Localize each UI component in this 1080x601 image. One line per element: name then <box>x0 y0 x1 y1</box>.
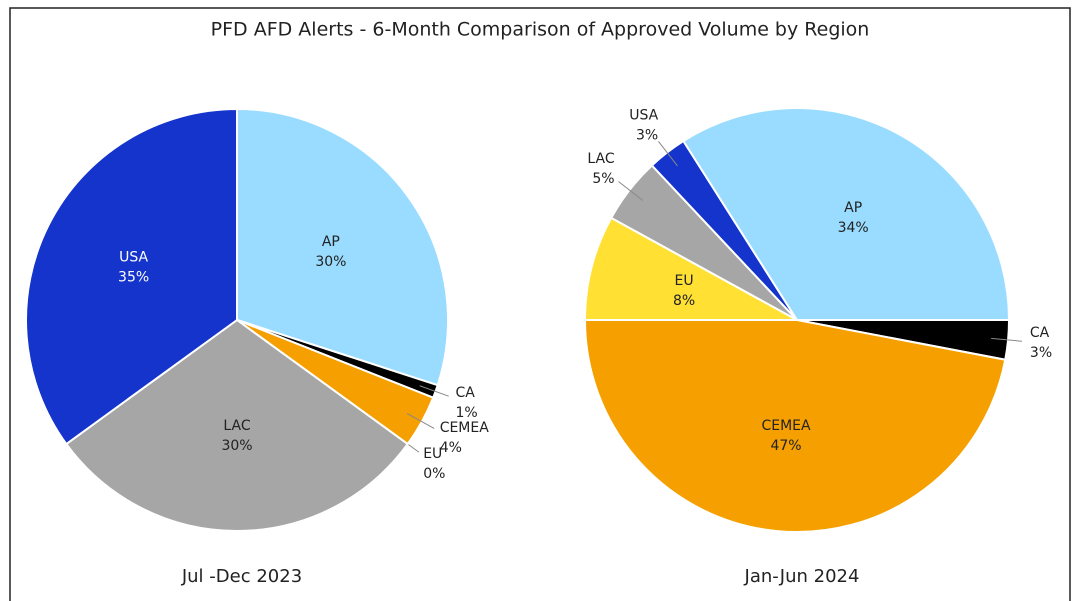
slice-label: CEMEA <box>440 420 490 436</box>
chart-title: PFD AFD Alerts - 6-Month Comparison of A… <box>211 19 870 41</box>
slice-label: CA <box>456 385 476 401</box>
slice-value-label: 1% <box>456 405 478 421</box>
slice-value-label: 5% <box>592 171 614 187</box>
slice-value-label: 3% <box>1030 345 1052 361</box>
slice-value-label: 8% <box>673 293 695 309</box>
pie-slice <box>236 107 449 387</box>
slice-value-label: 0% <box>423 466 445 482</box>
pie-slice <box>583 319 1007 533</box>
slice-value-label: 35% <box>118 269 149 285</box>
slice-label: CEMEA <box>761 418 811 434</box>
pie-slice <box>25 107 238 446</box>
slice-label: EU <box>675 273 694 289</box>
pie-title: Jul -Dec 2023 <box>181 566 302 587</box>
pie-slice <box>583 216 798 321</box>
leader-line <box>406 413 435 429</box>
slice-label: AP <box>844 200 862 216</box>
slice-label: CA <box>1030 325 1050 341</box>
pie-slice <box>64 318 410 532</box>
slice-value-label: 34% <box>838 220 869 236</box>
slice-value-label: 30% <box>221 438 252 454</box>
slice-value-label: 4% <box>440 440 462 456</box>
slice-label: USA <box>119 249 148 265</box>
leader-line <box>658 141 678 167</box>
slice-label: LAC <box>587 151 614 167</box>
pie-slice <box>682 107 1011 321</box>
pie-title: Jan-Jun 2024 <box>744 566 860 587</box>
slice-label: EU <box>423 446 442 462</box>
slice-label: AP <box>322 234 340 250</box>
leader-line <box>618 181 644 201</box>
leader-line <box>991 337 1023 342</box>
slice-label: USA <box>629 108 658 124</box>
slice-value-label: 47% <box>770 438 801 454</box>
leader-line <box>419 385 449 397</box>
slice-label: LAC <box>223 418 250 434</box>
slice-value-label: 3% <box>636 128 658 144</box>
slice-value-label: 30% <box>315 254 346 270</box>
